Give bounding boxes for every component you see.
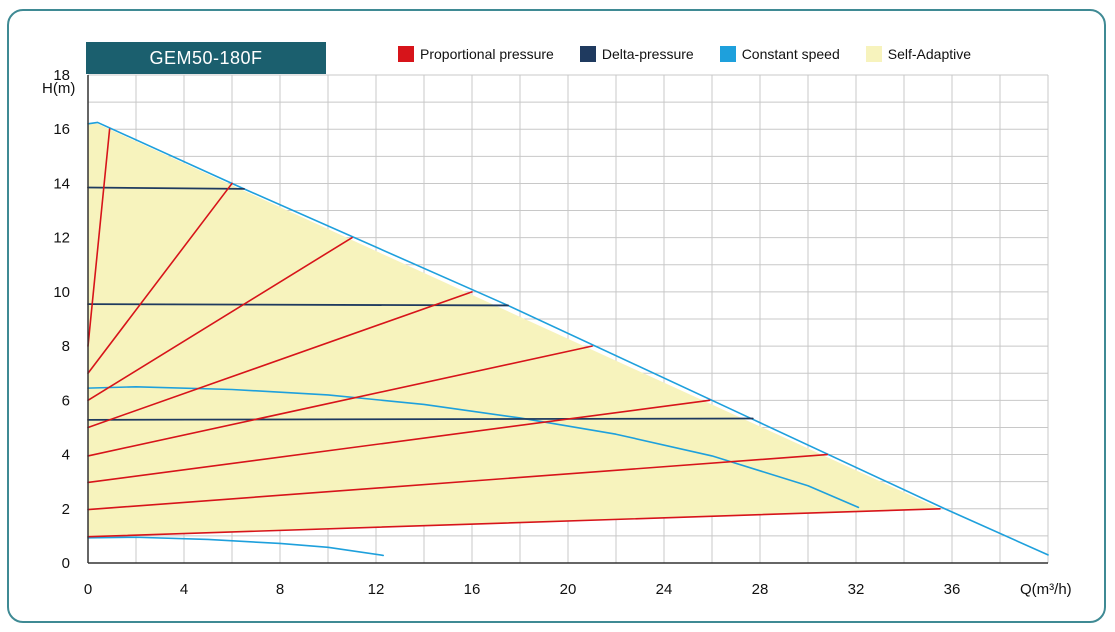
chart-title: GEM50-180F: [86, 42, 326, 74]
legend-swatch-delta: [579, 46, 596, 62]
legend: Proportional pressure Delta-pressure Con…: [398, 46, 997, 62]
x-tick-label: 36: [944, 581, 961, 598]
y-tick-label: 2: [62, 501, 70, 518]
y-tick-label: 12: [53, 230, 70, 247]
proportional-curve-13: [87, 453, 829, 511]
legend-label-adaptive: Self-Adaptive: [887, 46, 972, 62]
legend-label-constant: Constant speed: [741, 46, 840, 62]
y-tick-label: 14: [53, 175, 70, 192]
x-tick-label: 16: [464, 581, 481, 598]
x-tick-label: 28: [752, 581, 769, 598]
x-axis-label: Q(m³/h): [1020, 581, 1072, 598]
proportional-curve-9: [87, 236, 353, 402]
legend-label-delta: Delta-pressure: [601, 46, 694, 62]
constant-speed-curve-3: [87, 536, 385, 557]
x-tick-label: 4: [180, 581, 188, 598]
proportional-curve-11: [87, 345, 593, 457]
proportional-curve-7: [87, 128, 111, 347]
legend-item-delta: Delta-pressure: [579, 46, 694, 62]
delta-pressure-curve-4: [87, 186, 245, 190]
proportional-curve-8: [87, 182, 233, 375]
legend-label-proportional: Proportional pressure: [420, 46, 554, 62]
legend-item-proportional: Proportional pressure: [398, 46, 554, 62]
delta-pressure-curve-5: [87, 303, 509, 307]
proportional-curve-14: [87, 507, 941, 538]
x-tick-label: 12: [368, 581, 385, 598]
y-tick-label: 8: [62, 338, 70, 355]
y-tick-label: 18: [53, 67, 70, 84]
y-tick-label: 6: [62, 392, 70, 409]
x-tick-label: 24: [656, 581, 673, 598]
y-tick-label: 16: [53, 121, 70, 138]
x-tick-label: 20: [560, 581, 577, 598]
x-tick-label: 0: [84, 581, 92, 598]
legend-item-constant: Constant speed: [719, 46, 840, 62]
proportional-curve-10: [87, 291, 473, 429]
x-tick-label: 32: [848, 581, 865, 598]
legend-swatch-proportional: [398, 46, 414, 62]
legend-swatch-constant: [719, 46, 736, 62]
delta-pressure-curve-6: [87, 417, 754, 421]
y-tick-label: 0: [62, 555, 70, 572]
self-adaptive-area: [88, 123, 940, 537]
y-tick-label: 4: [62, 447, 70, 464]
legend-swatch-adaptive: [865, 46, 882, 62]
x-tick-label: 8: [276, 581, 284, 598]
constant-speed-curve-2: [87, 385, 860, 509]
y-tick-label: 10: [53, 284, 70, 301]
y-axis-label: H(m): [42, 80, 75, 97]
proportional-curve-12: [87, 399, 711, 484]
legend-item-adaptive: Self-Adaptive: [865, 46, 972, 62]
